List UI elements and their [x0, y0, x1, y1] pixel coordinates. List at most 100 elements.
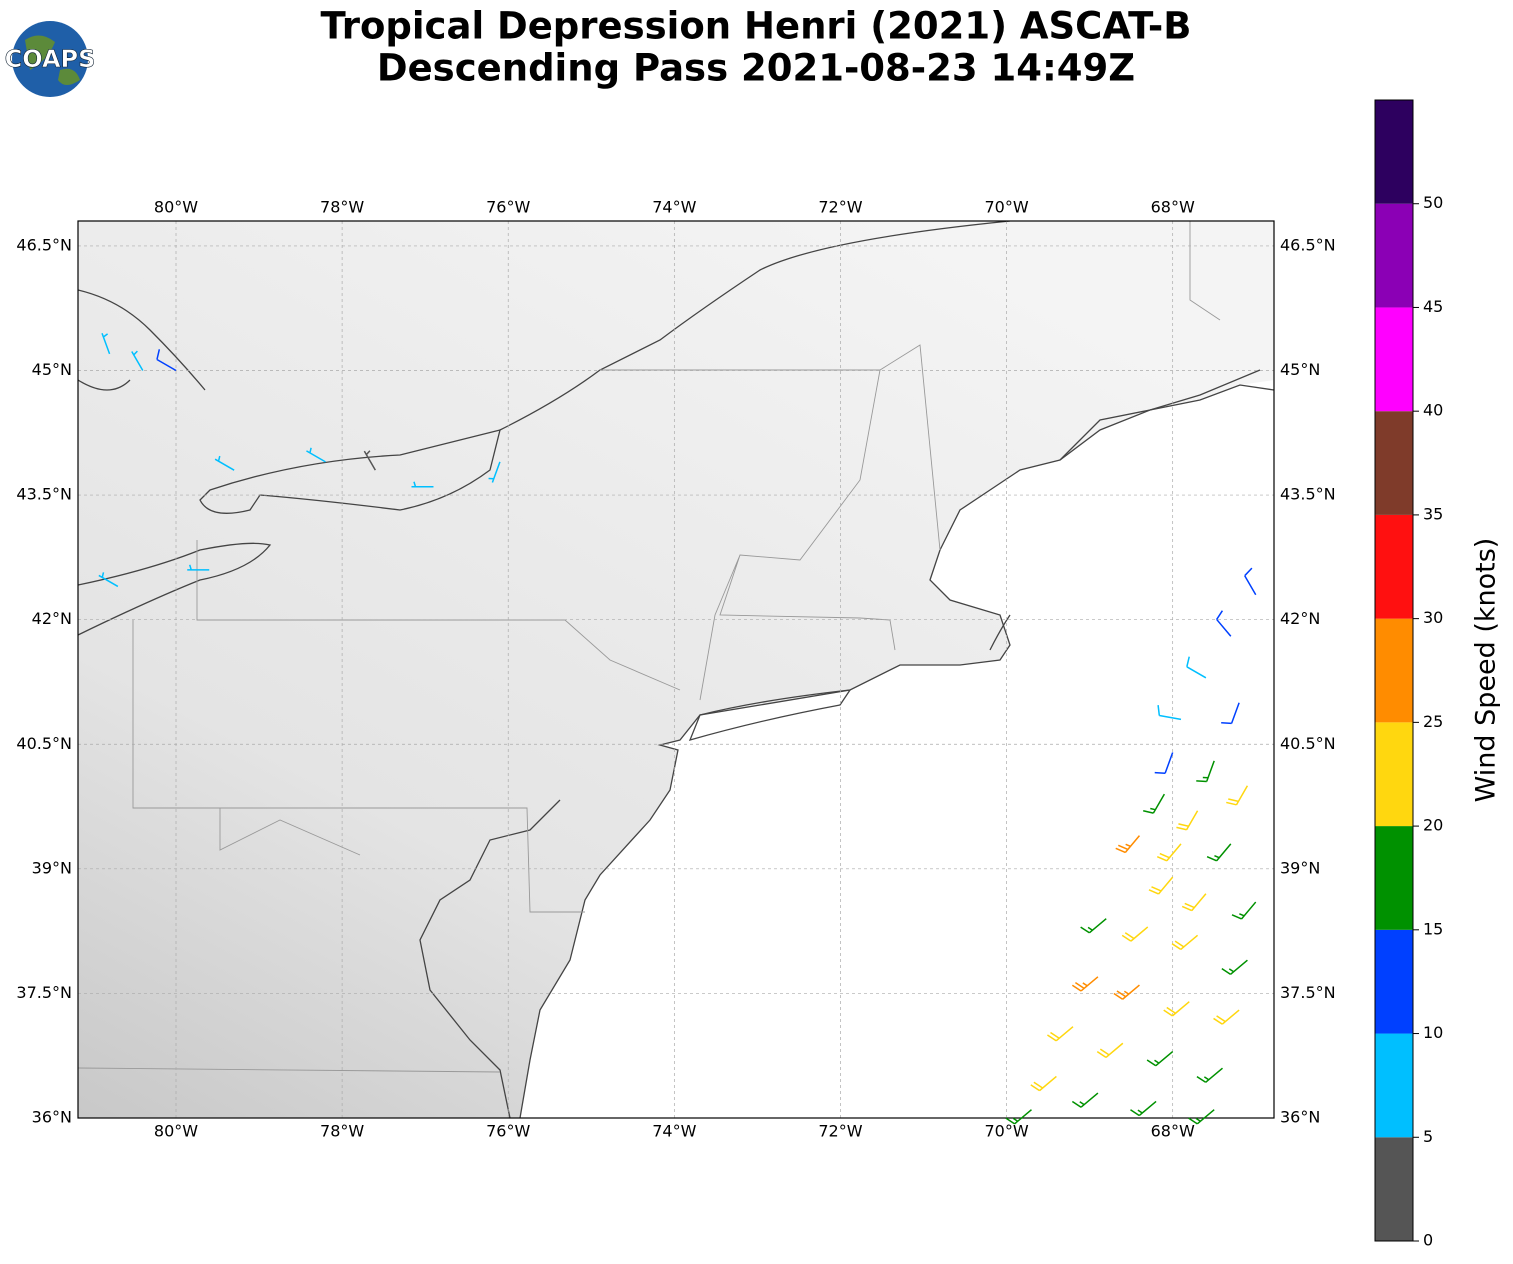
wind-barb [1096, 1042, 1124, 1059]
st-lawrence [499, 221, 1011, 431]
wind-barb [1143, 793, 1166, 814]
colorbar-bin [1375, 1033, 1413, 1138]
x-tick-label: 68°W [1151, 1122, 1195, 1141]
land [78, 221, 1274, 1118]
x-tick-label: 74°W [652, 1122, 696, 1141]
colorbar-bin [1375, 203, 1413, 308]
colorbar-bin [1375, 722, 1413, 827]
colorbar-bin [1375, 618, 1413, 723]
logo-text: COAPS [5, 45, 96, 73]
coastline [989, 369, 1261, 651]
wind-barb [1148, 876, 1174, 895]
wind-barb [1221, 959, 1248, 975]
wind-barb [1244, 567, 1257, 596]
wind-barb [1213, 1009, 1240, 1025]
colorbar-bin [1375, 1137, 1413, 1241]
wind-barb [1157, 705, 1182, 721]
colorbar-bin [1375, 826, 1413, 930]
wind-barb [1231, 901, 1257, 920]
wind-barb [1186, 656, 1207, 679]
wind-barb [1188, 1109, 1215, 1125]
colorbar-bin [1375, 307, 1413, 412]
x-tick-label: 78°W [320, 198, 364, 217]
colorbar-frame [1374, 99, 1414, 1242]
colorbar-bin [1375, 929, 1413, 1034]
y-tick-label: 37.5°N [16, 983, 72, 1002]
title-line: Descending Pass 2021-08-23 14:49Z [377, 47, 1135, 90]
colorbar-tick-label: 5 [1423, 1127, 1433, 1146]
x-tick-label: 80°W [154, 1122, 198, 1141]
colorbar-tick-label: 45 [1423, 297, 1443, 316]
lake-erie [78, 542, 272, 636]
wind-barb [1206, 843, 1232, 862]
wind-barb [306, 447, 326, 463]
wind-barb [1216, 610, 1232, 637]
wind-barb [411, 481, 434, 488]
title-line: Tropical Depression Henri (2021) ASCAT-B [321, 5, 1192, 48]
wind-barb [1071, 976, 1099, 992]
colorbar-tick-label: 15 [1423, 919, 1443, 938]
wind-barb [1221, 702, 1240, 725]
y-tick-label: 45°N [32, 360, 72, 379]
wind-barb [1176, 810, 1199, 831]
y-tick-label: 40.5°N [1280, 734, 1336, 753]
wind-barb [1113, 984, 1140, 1000]
y-tick-label: 46.5°N [16, 235, 72, 254]
colorbar-bin [1375, 514, 1413, 619]
y-tick-label: 36°N [1280, 1108, 1320, 1127]
wind-barb [101, 332, 111, 355]
x-tick-label: 76°W [486, 1122, 530, 1141]
y-tick-label: 39°N [1280, 858, 1320, 877]
georgian-bay [78, 289, 206, 391]
colorbar-label: Wind Speed (knots) [1471, 538, 1502, 803]
y-tick-label: 42°N [32, 609, 72, 628]
wind-barb [1130, 1100, 1157, 1117]
wind-barb [363, 450, 376, 471]
wind-barb [1196, 1067, 1223, 1083]
wind-barb [1071, 1092, 1099, 1108]
wind-barb [1196, 760, 1215, 783]
wind-barb [1171, 934, 1199, 951]
y-tick-label: 43.5°N [1280, 485, 1336, 504]
x-tick-label: 70°W [984, 198, 1028, 217]
wind-barb [1156, 843, 1182, 862]
x-tick-label: 72°W [818, 1122, 862, 1141]
y-tick-label: 37.5°N [1280, 983, 1336, 1002]
wind-barb [1226, 785, 1249, 806]
wind-barbs [98, 332, 1257, 1125]
wind-barb [488, 461, 501, 483]
wind-barb [187, 564, 210, 571]
wind-barb [131, 350, 144, 371]
x-tick-label: 74°W [652, 198, 696, 217]
wind-barb [1121, 926, 1149, 942]
colorbar-tick-label: 35 [1423, 504, 1443, 523]
x-tick-label: 68°W [1151, 198, 1195, 217]
colorbar-tick-label: 20 [1423, 816, 1443, 835]
colorbar-tick-label: 0 [1423, 1231, 1433, 1250]
wind-barb [1115, 835, 1141, 854]
x-tick-label: 70°W [984, 1122, 1028, 1141]
map-frame [77, 220, 1275, 1119]
y-tick-label: 39°N [32, 858, 72, 877]
y-tick-label: 40.5°N [16, 734, 72, 753]
y-tick-label: 42°N [1280, 609, 1320, 628]
colorbar-tick-label: 50 [1423, 193, 1443, 212]
wind-barb [1030, 1075, 1057, 1092]
y-tick-label: 45°N [1280, 360, 1320, 379]
y-tick-label: 43.5°N [16, 485, 72, 504]
x-tick-label: 78°W [320, 1122, 364, 1141]
logo-land [25, 35, 80, 85]
x-tick-label: 76°W [486, 198, 530, 217]
wind-barb [1163, 1001, 1190, 1017]
wind-barb [1181, 893, 1207, 912]
lake-ontario [199, 429, 501, 514]
wind-barb [156, 349, 177, 372]
wind-barb [214, 455, 235, 471]
wind-barb [1154, 752, 1174, 774]
x-tick-label: 72°W [818, 198, 862, 217]
colorbar-bin [1375, 100, 1413, 204]
wind-barb [1047, 1026, 1074, 1042]
wind-barb [1080, 918, 1107, 934]
y-tick-label: 46.5°N [1280, 235, 1336, 254]
coastline [419, 799, 561, 1118]
